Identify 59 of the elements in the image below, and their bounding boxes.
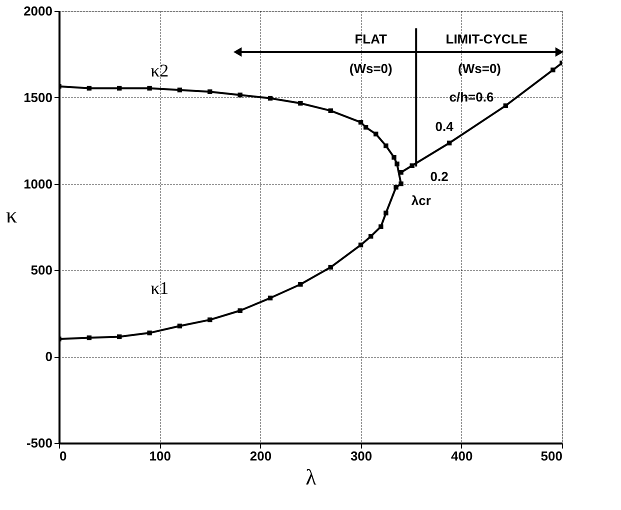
y-tick-label: 500 xyxy=(30,262,52,278)
x-tick-label: 500 xyxy=(540,448,562,464)
point xyxy=(368,234,374,239)
annotation: 0.4 xyxy=(435,118,454,134)
point xyxy=(117,86,122,91)
annotation: LIMIT-CYCLE xyxy=(446,32,528,47)
point xyxy=(298,100,303,106)
point xyxy=(238,92,242,98)
x-tick-label: 100 xyxy=(149,448,171,464)
annotation: FLAT xyxy=(354,32,388,47)
point xyxy=(398,170,404,175)
annotation: c/h=0.6 xyxy=(449,89,494,104)
y-tick-label: 2000 xyxy=(24,4,52,18)
point xyxy=(378,224,384,229)
annotation: (Ws=0) xyxy=(349,60,392,76)
annotation: κ2 xyxy=(150,60,169,80)
point xyxy=(238,308,242,313)
annotation: λcr xyxy=(411,193,431,208)
annotation: κ1 xyxy=(150,278,169,298)
y-axis-title: κ xyxy=(6,202,18,228)
point xyxy=(550,68,556,72)
point xyxy=(86,86,92,91)
point xyxy=(117,334,122,340)
y-tick-label: 0 xyxy=(45,349,52,364)
y-tick-label: 1000 xyxy=(24,176,52,192)
point xyxy=(328,264,333,270)
point xyxy=(86,335,92,340)
point xyxy=(208,89,212,94)
annotation: (Ws=0) xyxy=(458,60,501,76)
point xyxy=(268,96,273,101)
point xyxy=(384,143,388,148)
point xyxy=(410,163,414,168)
x-tick-label: 200 xyxy=(250,448,272,464)
point xyxy=(503,103,508,108)
point xyxy=(268,296,273,300)
point xyxy=(446,140,452,146)
x-tick-label: 300 xyxy=(350,448,372,464)
point xyxy=(147,330,152,336)
point xyxy=(384,210,388,216)
x-tick-label: 0 xyxy=(60,448,67,464)
point xyxy=(208,317,212,322)
point xyxy=(147,86,152,91)
y-tick-label: -500 xyxy=(26,436,52,450)
x-tick-label: 400 xyxy=(451,448,473,464)
point xyxy=(328,108,333,114)
point xyxy=(398,181,404,186)
point xyxy=(358,120,364,125)
annotation: 0.2 xyxy=(430,168,448,184)
point xyxy=(363,124,368,130)
x-axis-title: λ xyxy=(306,464,317,490)
point xyxy=(298,282,303,287)
point xyxy=(374,132,378,136)
point xyxy=(394,184,398,190)
point xyxy=(358,242,364,248)
y-tick-label: 1500 xyxy=(24,90,52,105)
point xyxy=(394,162,400,166)
point xyxy=(177,88,182,92)
point xyxy=(177,324,182,328)
point xyxy=(392,155,396,160)
